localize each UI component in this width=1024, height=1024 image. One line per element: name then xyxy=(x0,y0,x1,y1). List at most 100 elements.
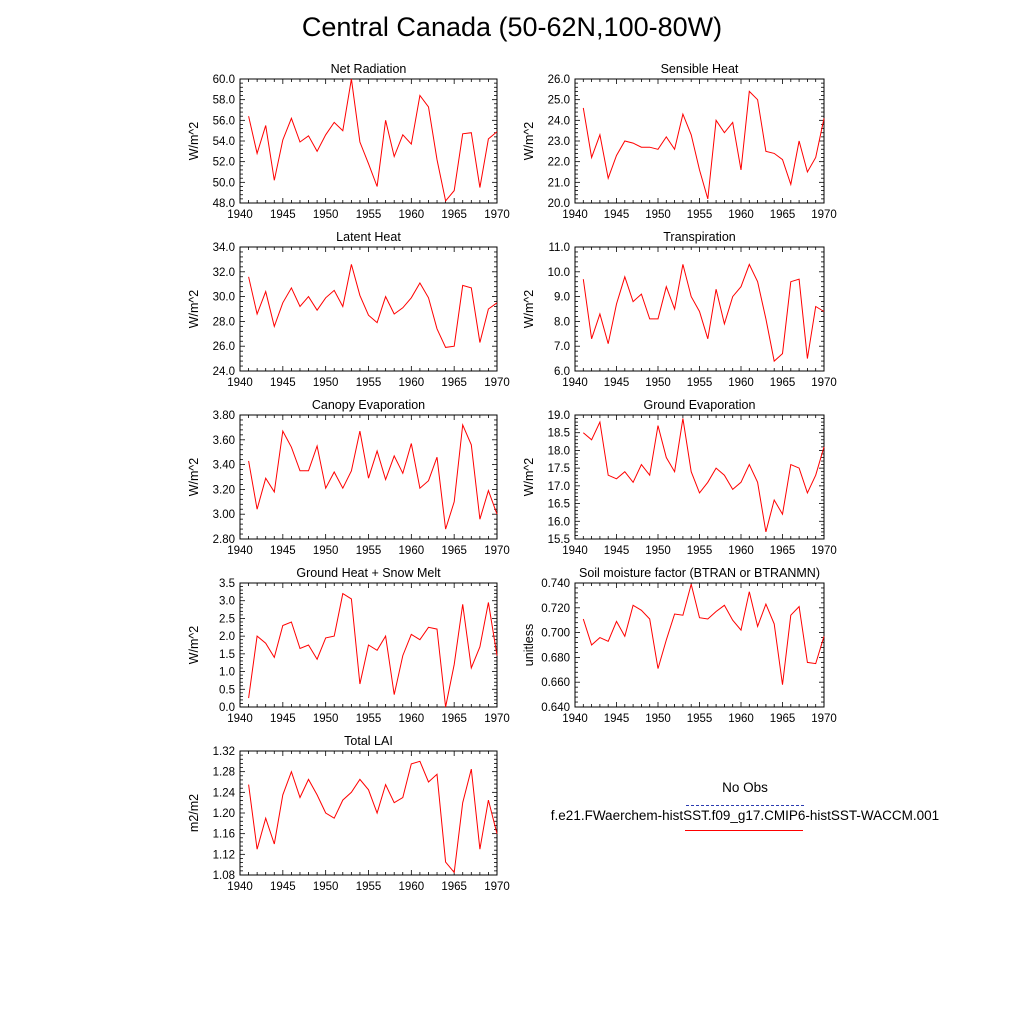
y-tick-label: 2.80 xyxy=(213,534,235,546)
y-tick-label: 16.5 xyxy=(548,499,570,511)
x-tick-label: 1965 xyxy=(441,377,467,389)
chart-panel-1: Net Radiation 1940 1945 1950 1955 1960 1965 197… xyxy=(187,62,510,221)
y-tick-label: 34.0 xyxy=(213,242,235,254)
x-tick-label: 1960 xyxy=(728,209,754,221)
x-tick-label: 1965 xyxy=(441,881,467,893)
x-tick-label: 1950 xyxy=(645,545,671,557)
y-tick-label: 18.0 xyxy=(548,445,570,457)
x-tick-label: 1945 xyxy=(604,545,630,557)
y-tick-label: 21.0 xyxy=(548,177,570,189)
y-tick-label: 25.0 xyxy=(548,95,570,107)
x-tick-label: 1955 xyxy=(356,209,382,221)
y-tick-label: 1.32 xyxy=(213,746,235,758)
x-tick-label: 1970 xyxy=(484,881,510,893)
x-tick-label: 1955 xyxy=(687,545,713,557)
y-tick-label: 1.5 xyxy=(219,649,235,661)
y-tick-label: 56.0 xyxy=(213,115,235,127)
chart-panel-5: Canopy Evaporation 1940 1945 1950 1955 1960 19… xyxy=(187,398,510,557)
y-tick-label: 54.0 xyxy=(213,136,235,148)
y-tick-label: 19.0 xyxy=(548,410,570,422)
legend-model-line xyxy=(685,830,803,831)
y-tick-label: 9.0 xyxy=(554,292,570,304)
y-tick-label: 3.20 xyxy=(213,484,235,496)
x-tick-label: 1960 xyxy=(399,881,425,893)
y-tick-label: 50.0 xyxy=(213,177,235,189)
x-tick-label: 1965 xyxy=(770,545,796,557)
x-tick-label: 1945 xyxy=(270,377,296,389)
y-axis-label: W/m^2 xyxy=(187,122,201,161)
y-tick-label: 1.20 xyxy=(213,808,235,820)
x-tick-label: 1945 xyxy=(604,377,630,389)
x-tick-label: 1960 xyxy=(728,377,754,389)
panel-title: Total LAI xyxy=(344,734,393,748)
chart-panel-3: Latent Heat 1940 1945 1950 1955 1960 1965 1970 2… xyxy=(187,230,510,389)
y-tick-label: 3.0 xyxy=(219,596,235,608)
x-tick-label: 1945 xyxy=(604,713,630,725)
y-tick-label: 48.0 xyxy=(213,198,235,210)
x-tick-label: 1945 xyxy=(604,209,630,221)
y-tick-label: 26.0 xyxy=(548,74,570,86)
x-tick-label: 1965 xyxy=(441,209,467,221)
y-axis-label: unitless xyxy=(522,624,536,666)
panel-title: Net Radiation xyxy=(331,62,407,76)
y-tick-label: 1.0 xyxy=(219,667,235,679)
legend-model-label: f.e21.FWaerchem-histSST.f09_g17.CMIP6-hi… xyxy=(550,808,940,823)
y-tick-label: 22.0 xyxy=(548,157,570,169)
x-tick-label: 1950 xyxy=(313,209,339,221)
y-tick-label: 1.24 xyxy=(213,787,236,799)
y-tick-label: 30.0 xyxy=(213,292,235,304)
x-tick-label: 1940 xyxy=(227,377,253,389)
y-tick-label: 0.5 xyxy=(219,684,235,696)
x-tick-label: 1950 xyxy=(313,545,339,557)
x-tick-label: 1940 xyxy=(227,209,253,221)
panel-title: Transpiration xyxy=(663,230,736,244)
y-tick-label: 2.5 xyxy=(219,613,235,625)
panel-title: Sensible Heat xyxy=(661,62,739,76)
panel-title: Ground Evaporation xyxy=(644,398,756,412)
x-tick-label: 1950 xyxy=(313,377,339,389)
chart-panel-6: Ground Evaporation 1940 1945 1950 1955 1960 19… xyxy=(522,398,837,557)
x-tick-label: 1960 xyxy=(399,209,425,221)
plot-frame xyxy=(239,246,498,372)
y-tick-label: 3.00 xyxy=(213,509,235,521)
chart-panel-8: Soil moisture factor (BTRAN or BTRANMN) 1… xyxy=(522,566,837,725)
series-line xyxy=(582,263,825,363)
x-tick-label: 1945 xyxy=(270,209,296,221)
y-tick-label: 1.12 xyxy=(213,849,235,861)
x-tick-label: 1950 xyxy=(645,713,671,725)
legend-obs-label: No Obs xyxy=(722,780,768,795)
y-tick-label: 7.0 xyxy=(554,341,570,353)
x-tick-label: 1970 xyxy=(811,377,837,389)
x-tick-label: 1965 xyxy=(441,713,467,725)
y-tick-label: 0.640 xyxy=(541,702,570,714)
y-tick-label: 20.0 xyxy=(548,198,570,210)
x-tick-label: 1945 xyxy=(270,545,296,557)
chart-panel-4: Transpiration 1940 1945 1950 1955 1960 1965 197… xyxy=(522,230,837,389)
panel-title: Latent Heat xyxy=(336,230,401,244)
y-tick-label: 0.700 xyxy=(541,628,570,640)
y-axis-label: W/m^2 xyxy=(187,290,201,329)
y-tick-label: 10.0 xyxy=(548,267,570,279)
chart-panel-9: Total LAI 1940 1945 1950 1955 1960 1965 1970 1.0… xyxy=(187,734,510,893)
y-tick-label: 18.5 xyxy=(548,428,570,440)
y-tick-label: 3.5 xyxy=(219,578,235,590)
page-title: Central Canada (50-62N,100-80W) xyxy=(301,12,723,42)
x-tick-label: 1960 xyxy=(728,713,754,725)
x-tick-label: 1955 xyxy=(356,713,382,725)
x-tick-label: 1945 xyxy=(270,881,296,893)
y-tick-label: 17.5 xyxy=(548,463,570,475)
x-tick-label: 1970 xyxy=(811,713,837,725)
y-tick-label: 11.0 xyxy=(548,242,570,254)
x-tick-label: 1960 xyxy=(399,713,425,725)
y-tick-label: 1.28 xyxy=(213,767,235,779)
y-axis-label: W/m^2 xyxy=(187,458,201,497)
x-tick-label: 1955 xyxy=(687,713,713,725)
y-tick-label: 24.0 xyxy=(213,366,235,378)
legend: No Obs f.e21.FWaerchem-histSST.f09_g17.C… xyxy=(520,778,970,848)
x-tick-label: 1940 xyxy=(562,209,588,221)
x-tick-label: 1970 xyxy=(484,713,510,725)
y-tick-label: 6.0 xyxy=(554,366,570,378)
y-tick-label: 23.0 xyxy=(548,136,570,148)
x-tick-label: 1970 xyxy=(811,545,837,557)
